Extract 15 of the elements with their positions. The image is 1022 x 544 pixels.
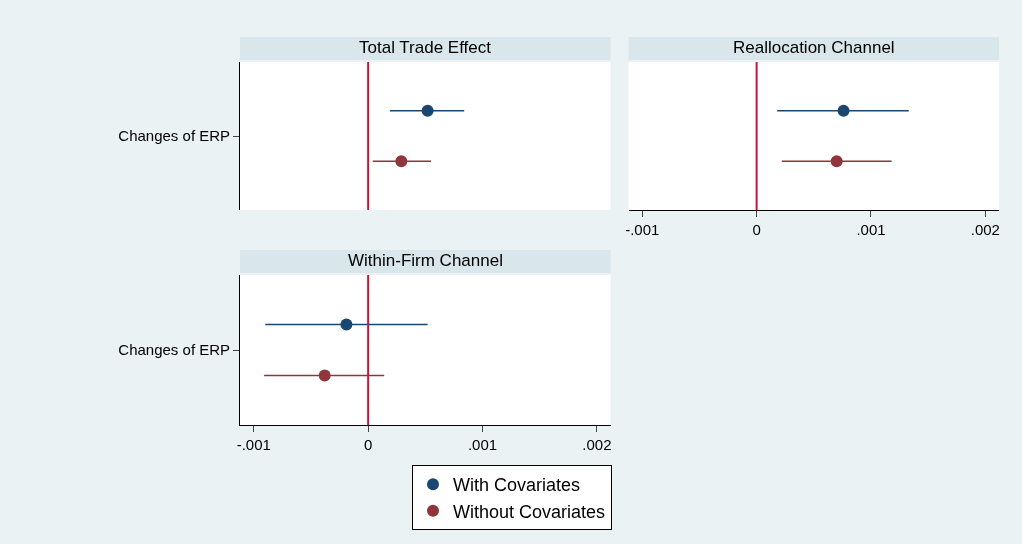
x-tick-label: 0 [363,436,373,453]
x-tick-label: .002 [582,436,612,453]
x-tick-label: 0 [752,221,761,238]
legend-label: With Covariates [453,475,581,496]
y-tick-label: Changes of ERP [118,127,231,145]
legend-label: Without Covariates [453,501,606,522]
chart-title: Within-Firm Channel [348,251,503,270]
y-tick-label: Changes of ERP [118,341,231,359]
x-tick-label: .001 [856,221,886,238]
x-tick-label: .002 [970,221,1000,238]
chart-title: Total Trade Effect [359,38,492,57]
x-tick-label: -.001 [625,221,660,238]
chart-title: Reallocation Channel [733,38,895,57]
x-tick-label: .001 [467,436,498,453]
x-tick-label: -.001 [236,436,271,453]
